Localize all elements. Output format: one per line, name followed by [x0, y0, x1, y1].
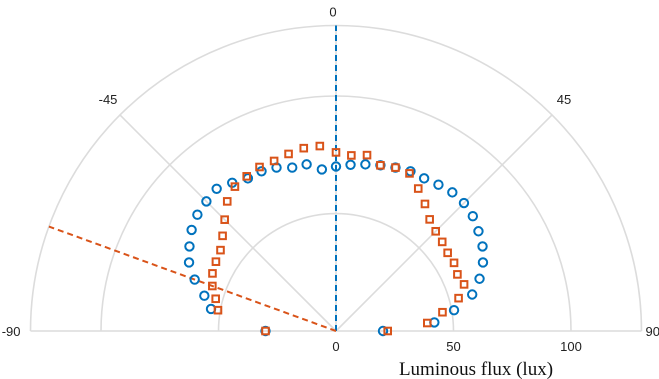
- data-point: [192, 209, 203, 220]
- data-point: [454, 293, 463, 303]
- data-point: [418, 173, 430, 184]
- data-point: [448, 304, 460, 316]
- series-2: [208, 141, 469, 336]
- grid-spoke: [335, 114, 553, 332]
- data-point: [438, 307, 447, 317]
- data-point: [376, 160, 385, 170]
- data-series: [183, 141, 489, 337]
- data-point: [437, 237, 447, 247]
- data-point: [201, 196, 212, 207]
- data-point: [360, 159, 371, 170]
- data-point: [423, 318, 432, 328]
- data-point: [443, 248, 452, 258]
- data-point: [458, 197, 470, 209]
- data-point: [183, 257, 195, 268]
- data-point: [255, 162, 264, 172]
- angle-tick-label: 90: [646, 324, 659, 339]
- reference-lines: [48, 25, 337, 332]
- data-point: [242, 172, 251, 181]
- data-point: [413, 184, 423, 193]
- angle-tick-label: -45: [99, 92, 118, 107]
- data-point: [316, 164, 328, 175]
- data-point: [362, 150, 372, 160]
- data-point: [345, 159, 356, 170]
- data-point: [449, 258, 459, 268]
- radial-tick-label: 100: [560, 339, 582, 354]
- data-point: [287, 162, 298, 173]
- data-point: [447, 187, 458, 198]
- data-point: [331, 148, 341, 157]
- data-point: [474, 273, 485, 284]
- data-point: [420, 199, 430, 209]
- tick-labels: -90 -45 0 45 90 0 50 100: [2, 5, 659, 355]
- data-point: [220, 215, 229, 224]
- angle-tick-label: 0: [329, 5, 336, 20]
- data-point: [222, 197, 232, 206]
- data-point: [391, 163, 400, 172]
- data-point: [453, 270, 462, 279]
- data-point: [284, 149, 293, 159]
- data-point: [216, 245, 225, 255]
- radial-tick-label: 50: [446, 339, 460, 354]
- data-point: [477, 257, 489, 268]
- data-point: [425, 215, 434, 224]
- data-point: [433, 179, 444, 190]
- data-point: [269, 156, 279, 166]
- data-point: [459, 280, 469, 289]
- angle-tick-label: -90: [2, 324, 21, 339]
- data-point: [208, 269, 217, 278]
- data-point: [189, 274, 200, 285]
- data-point: [377, 325, 389, 337]
- reference-line: [48, 225, 337, 332]
- data-point: [301, 159, 312, 170]
- data-point: [477, 241, 488, 252]
- data-point: [261, 326, 270, 336]
- radial-tick-label: 0: [332, 339, 339, 354]
- data-point: [315, 141, 325, 151]
- data-point: [208, 281, 217, 291]
- data-point: [473, 226, 484, 237]
- data-point: [431, 226, 441, 236]
- data-point: [213, 305, 223, 315]
- data-point: [347, 151, 356, 160]
- data-point: [211, 257, 221, 266]
- data-point: [211, 294, 220, 304]
- data-point: [405, 169, 414, 178]
- data-point: [211, 183, 222, 194]
- x-axis-label: Luminous flux (lux): [399, 359, 553, 379]
- data-point: [199, 290, 210, 301]
- data-point: [218, 231, 227, 241]
- data-point: [184, 241, 195, 252]
- angle-tick-label: 45: [557, 92, 571, 107]
- data-point: [230, 182, 240, 191]
- data-point: [383, 326, 392, 336]
- data-point: [466, 289, 478, 300]
- data-point: [186, 224, 197, 236]
- data-point: [299, 143, 309, 153]
- data-point: [330, 161, 342, 172]
- data-point: [467, 210, 479, 222]
